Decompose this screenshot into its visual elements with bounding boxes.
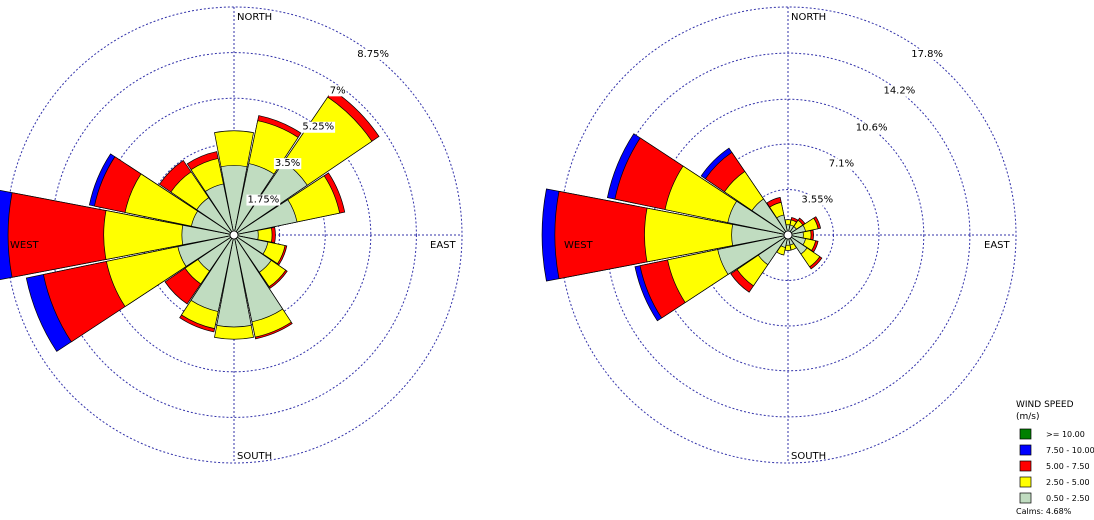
- legend-item-label: 2.50 - 5.00: [1046, 478, 1090, 487]
- legend-swatch: [1019, 476, 1032, 488]
- legend-swatch: [1019, 460, 1032, 472]
- ring-label: 17.8%: [911, 49, 943, 60]
- ring-label: 3.5%: [275, 158, 300, 169]
- ring-label: 10.6%: [856, 123, 888, 134]
- legend-swatch: [1019, 492, 1032, 504]
- center-hub: [229, 230, 239, 240]
- wind-rose-left: 1.75% 3.5% 5.25% 7% 8.75% NORTH SOUTH WEST EAST: [0, 6, 463, 464]
- grid-ring: [651, 98, 925, 372]
- legend-unit: (m/s): [1016, 412, 1040, 422]
- ring-label-bg: [301, 121, 336, 133]
- compass-east: EAST: [430, 240, 457, 251]
- legend-swatch: [1019, 444, 1032, 456]
- ring-label-bg: [356, 48, 390, 60]
- ring-label: 3.55%: [801, 195, 833, 206]
- compass-north: NORTH: [237, 12, 272, 23]
- compass-south: SOUTH: [237, 451, 272, 462]
- legend-item-label: 5.00 - 7.50: [1046, 462, 1090, 471]
- center-hub: [783, 230, 793, 240]
- compass-east: EAST: [984, 240, 1011, 251]
- compass-south: SOUTH: [791, 451, 826, 462]
- legend-item-label: 0.50 - 2.50: [1046, 494, 1090, 503]
- ring-label: 1.75%: [247, 195, 279, 206]
- ring-label: 7.1%: [829, 158, 854, 169]
- compass-west: WEST: [564, 240, 594, 251]
- ring-label-bg: [854, 122, 889, 134]
- ring-label-bg: [246, 194, 281, 206]
- wind-rose-right: 3.55% 7.1% 10.6% 14.2% 17.8% NORTH SOUTH WEST EA…: [541, 6, 1017, 464]
- ring-label: 5.25%: [302, 122, 334, 133]
- ring-label: 8.75%: [357, 49, 389, 60]
- calms-label: Calms: 4.68%: [1016, 507, 1072, 516]
- ring-label-bg: [273, 158, 302, 170]
- legend-title: WIND SPEED: [1016, 400, 1074, 410]
- compass-north: NORTH: [791, 12, 826, 23]
- legend-swatch: [1019, 428, 1032, 440]
- ring-label-bg: [328, 85, 347, 97]
- ring-label: 14.2%: [883, 86, 915, 97]
- ring-label-bg: [800, 194, 835, 206]
- wind-speed-legend: WIND SPEED (m/s) >= 10.00 7.50 - 10.00 5.0…: [1016, 400, 1094, 516]
- legend-item-label: 7.50 - 10.00: [1046, 446, 1094, 455]
- compass-west: WEST: [10, 240, 40, 251]
- ring-label-bg: [910, 48, 944, 60]
- legend-item-label: >= 10.00: [1046, 430, 1085, 439]
- ring-label-bg: [827, 158, 856, 170]
- ring-label: 7%: [330, 85, 346, 96]
- ring-label-bg: [882, 85, 917, 97]
